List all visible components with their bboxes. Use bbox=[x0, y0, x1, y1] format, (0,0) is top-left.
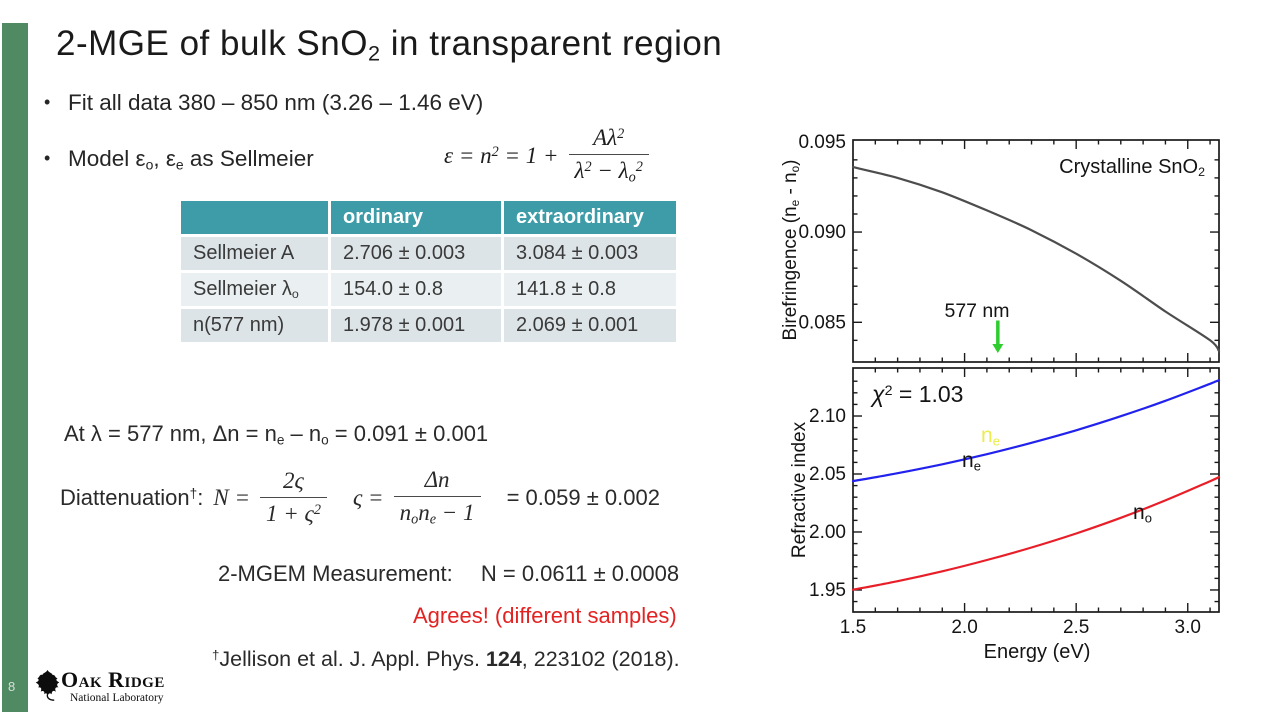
diattenuation-label: Diattenuation†: bbox=[60, 484, 204, 510]
table-row: n(577 nm) 1.978 ± 0.001 2.069 ± 0.001 bbox=[181, 309, 676, 342]
equation-fraction: Aλ2 λ2 − λo2 bbox=[568, 124, 649, 187]
mgem-label: 2-MGEM Measurement: bbox=[218, 561, 453, 586]
ornl-logo-name: Oak Ridge bbox=[61, 667, 165, 692]
results-table: ordinary extraordinary Sellmeier A 2.706… bbox=[178, 198, 679, 345]
svg-text:2.0: 2.0 bbox=[951, 617, 977, 638]
diattenuation-result: = 0.059 ± 0.002 bbox=[506, 484, 660, 510]
page-number: 8 bbox=[8, 679, 16, 694]
bullet-model-sellmeier: • Model εo, εe as Sellmeier bbox=[44, 146, 314, 172]
table-row: Sellmeier λo 154.0 ± 0.8 141.8 ± 0.8 bbox=[181, 273, 676, 306]
energy-x-axis-label: Energy (eV) bbox=[983, 641, 1091, 663]
sidebar-accent-bar: 8 bbox=[2, 23, 28, 712]
bullet-model-sellmeier-text: Model εo, εe as Sellmeier bbox=[68, 146, 314, 173]
row-label: n(577 nm) bbox=[181, 309, 328, 342]
agrees-note: Agrees! (different samples) bbox=[413, 603, 677, 628]
reference-citation: †Jellison et al. J. Appl. Phys. 124, 223… bbox=[212, 647, 680, 671]
refractive-index-y-axis-label: Refractive index bbox=[789, 421, 810, 559]
diattenuation-sigma-lhs: ς = bbox=[352, 484, 384, 510]
svg-text:1.95: 1.95 bbox=[809, 580, 846, 601]
mgem-measurement-line: 2-MGEM Measurement: N = 0.0611 ± 0.0008 bbox=[218, 561, 679, 587]
diattenuation-n-lhs: N = bbox=[213, 484, 250, 510]
table-header-extraordinary: extraordinary bbox=[504, 201, 676, 234]
svg-text:2.00: 2.00 bbox=[809, 522, 846, 543]
row-label: Sellmeier A bbox=[181, 237, 328, 270]
annotation-577nm-label: 577 nm bbox=[944, 300, 1010, 322]
mgem-value: N = 0.0611 ± 0.0008 bbox=[480, 561, 680, 586]
svg-text:0.085: 0.085 bbox=[798, 312, 846, 333]
oak-leaf-icon bbox=[35, 669, 60, 701]
fraction-numerator: 2ς bbox=[283, 467, 304, 493]
cell-ordinary: 154.0 ± 0.8 bbox=[331, 273, 501, 306]
bullet-fit-data-text: Fit all data 380 – 850 nm (3.26 – 1.46 e… bbox=[68, 90, 484, 115]
fraction-numerator: Δn bbox=[424, 467, 450, 492]
cell-ordinary: 2.706 ± 0.003 bbox=[331, 237, 501, 270]
cell-extraordinary: 2.069 ± 0.001 bbox=[504, 309, 676, 342]
no-series-label: no bbox=[1133, 501, 1152, 526]
svg-text:2.05: 2.05 bbox=[809, 464, 846, 485]
sellmeier-equation: ε = n2 = 1 + Aλ2 λ2 − λo2 bbox=[444, 124, 649, 187]
svg-text:2.10: 2.10 bbox=[809, 406, 846, 427]
birefringence-result-line: At λ = 577 nm, Δn = ne – no = 0.091 ± 0.… bbox=[64, 421, 489, 448]
page-title: 2-MGE of bulk SnO2 in transparent region bbox=[56, 24, 723, 66]
table-row: Sellmeier A 2.706 ± 0.003 3.084 ± 0.003 bbox=[181, 237, 676, 270]
svg-text:2.5: 2.5 bbox=[1063, 617, 1089, 638]
equation-lhs: ε = n2 = 1 + bbox=[444, 142, 559, 168]
svg-text:3.0: 3.0 bbox=[1175, 617, 1201, 638]
table-header-empty bbox=[181, 201, 328, 234]
ornl-logo-subtitle: National Laboratory bbox=[70, 692, 164, 704]
equation-denominator: λ2 − λo2 bbox=[568, 153, 649, 187]
chi-squared-label: χ2 = 1.03 bbox=[872, 381, 964, 407]
cell-extraordinary: 3.084 ± 0.003 bbox=[504, 237, 676, 270]
ornl-logo: Oak Ridge National Laboratory bbox=[34, 669, 165, 704]
cell-extraordinary: 141.8 ± 0.8 bbox=[504, 273, 676, 306]
refractive-index-chart: 1.5 2.0 2.5 3.0 1.95 2.00 2.05 2.10 bbox=[809, 367, 1221, 638]
diattenuation-line: Diattenuation†: N = 2ς 1 + ς2 ς = Δn non… bbox=[60, 466, 660, 529]
birefringence-chart: 0.085 0.090 0.095 bbox=[798, 132, 1221, 363]
birefringence-y-axis-label: Birefringence (ne - no) bbox=[780, 159, 802, 341]
table-header-row: ordinary extraordinary bbox=[181, 201, 676, 234]
fraction-denominator: 1 + ς2 bbox=[259, 496, 327, 529]
ne-series-label: ne bbox=[962, 449, 981, 474]
svg-text:0.090: 0.090 bbox=[798, 222, 846, 243]
equation-numerator: Aλ2 bbox=[593, 125, 625, 150]
bullet-icon: • bbox=[44, 92, 51, 112]
svg-text:1.5: 1.5 bbox=[840, 617, 866, 638]
bullet-icon: • bbox=[44, 148, 51, 168]
diattenuation-fraction-1: 2ς 1 + ς2 bbox=[259, 467, 327, 529]
row-label: Sellmeier λo bbox=[181, 273, 328, 306]
table-header-ordinary: ordinary bbox=[331, 201, 501, 234]
crystalline-sno2-label: Crystalline SnO2 bbox=[1059, 156, 1205, 180]
fraction-denominator: none − 1 bbox=[393, 495, 481, 529]
svg-text:0.095: 0.095 bbox=[798, 132, 846, 153]
cell-ordinary: 1.978 ± 0.001 bbox=[331, 309, 501, 342]
ne-series-label-yellow: ne bbox=[981, 424, 1000, 449]
ornl-logo-text: Oak Ridge National Laboratory bbox=[61, 667, 165, 705]
diattenuation-fraction-2: Δn none − 1 bbox=[393, 466, 481, 529]
bullet-fit-data: • Fit all data 380 – 850 nm (3.26 – 1.46… bbox=[44, 90, 483, 116]
